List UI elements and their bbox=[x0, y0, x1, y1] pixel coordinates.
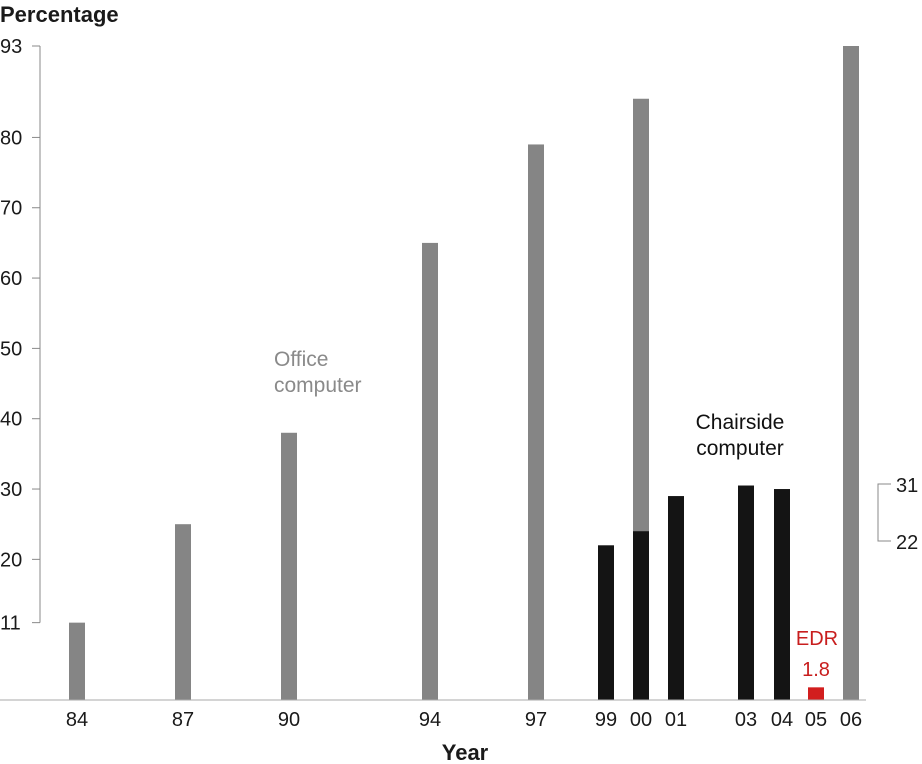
y-tick-label: 70 bbox=[0, 198, 22, 220]
x-tick-label: 03 bbox=[735, 709, 757, 731]
office-bar-94 bbox=[422, 242, 438, 700]
chairside-computer-label-line2: computer bbox=[696, 437, 784, 460]
x-tick-label: 94 bbox=[419, 709, 441, 731]
x-tick-label: 97 bbox=[525, 709, 547, 731]
x-tick-label: 90 bbox=[278, 709, 300, 731]
y-tick-label: 11 bbox=[0, 613, 21, 635]
y-axis: 11 20 30 40 50 60 70 80 93 bbox=[0, 36, 41, 635]
office-bar-84 bbox=[69, 622, 85, 700]
chairside-computer-label-line1: Chairside bbox=[696, 411, 785, 434]
chairside-bar-00 bbox=[633, 531, 649, 700]
x-tick-label: 01 bbox=[665, 709, 687, 731]
x-tick-label: 87 bbox=[172, 709, 194, 731]
edr-label: EDR bbox=[796, 628, 838, 650]
y-tick-label: 30 bbox=[0, 479, 22, 501]
office-bar-06 bbox=[843, 46, 859, 700]
office-bar-97 bbox=[528, 144, 544, 701]
range-bracket-top-label: 31 bbox=[896, 475, 918, 497]
bars bbox=[69, 46, 859, 701]
range-bracket-bottom-label: 22 bbox=[896, 532, 918, 554]
office-computer-label-line1: Office bbox=[274, 348, 328, 371]
x-axis-title: Year bbox=[442, 740, 489, 764]
office-bar-90 bbox=[281, 432, 297, 700]
edr-bar-05 bbox=[808, 687, 824, 700]
y-axis-title: Percentage bbox=[0, 2, 119, 27]
chairside-bar-99 bbox=[598, 545, 614, 700]
x-tick-label: 04 bbox=[771, 709, 793, 731]
x-tick-label: 99 bbox=[595, 709, 617, 731]
y-tick-label: 50 bbox=[0, 338, 22, 360]
chairside-bar-01 bbox=[668, 496, 684, 700]
x-axis: 84 87 90 94 97 99 00 01 03 04 05 06 bbox=[0, 699, 866, 731]
y-tick-label: 93 bbox=[0, 36, 22, 58]
office-computer-label-line2: computer bbox=[274, 374, 362, 397]
x-tick-label: 84 bbox=[66, 709, 88, 731]
y-tick-label: 20 bbox=[0, 549, 22, 571]
chairside-bar-04 bbox=[774, 489, 790, 700]
x-tick-label: 05 bbox=[805, 709, 827, 731]
office-bar-87 bbox=[175, 524, 191, 700]
chairside-bar-03 bbox=[738, 485, 754, 700]
x-tick-label: 06 bbox=[840, 709, 862, 731]
x-tick-label: 00 bbox=[630, 709, 652, 731]
range-bracket: 31 22 bbox=[877, 475, 918, 554]
y-tick-label: 60 bbox=[0, 268, 22, 290]
y-tick-label: 40 bbox=[0, 409, 22, 431]
edr-value-label: 1.8 bbox=[802, 659, 830, 681]
y-tick-label: 80 bbox=[0, 127, 22, 149]
